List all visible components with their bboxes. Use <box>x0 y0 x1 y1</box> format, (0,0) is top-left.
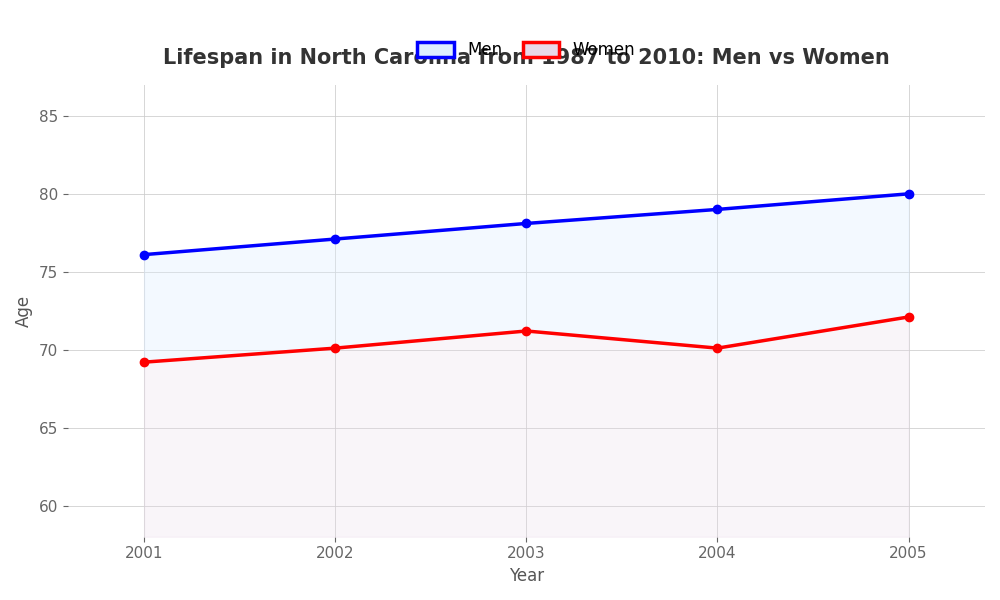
Title: Lifespan in North Carolina from 1987 to 2010: Men vs Women: Lifespan in North Carolina from 1987 to … <box>163 48 890 68</box>
X-axis label: Year: Year <box>509 567 544 585</box>
Legend: Men, Women: Men, Women <box>411 34 642 65</box>
Y-axis label: Age: Age <box>15 295 33 327</box>
